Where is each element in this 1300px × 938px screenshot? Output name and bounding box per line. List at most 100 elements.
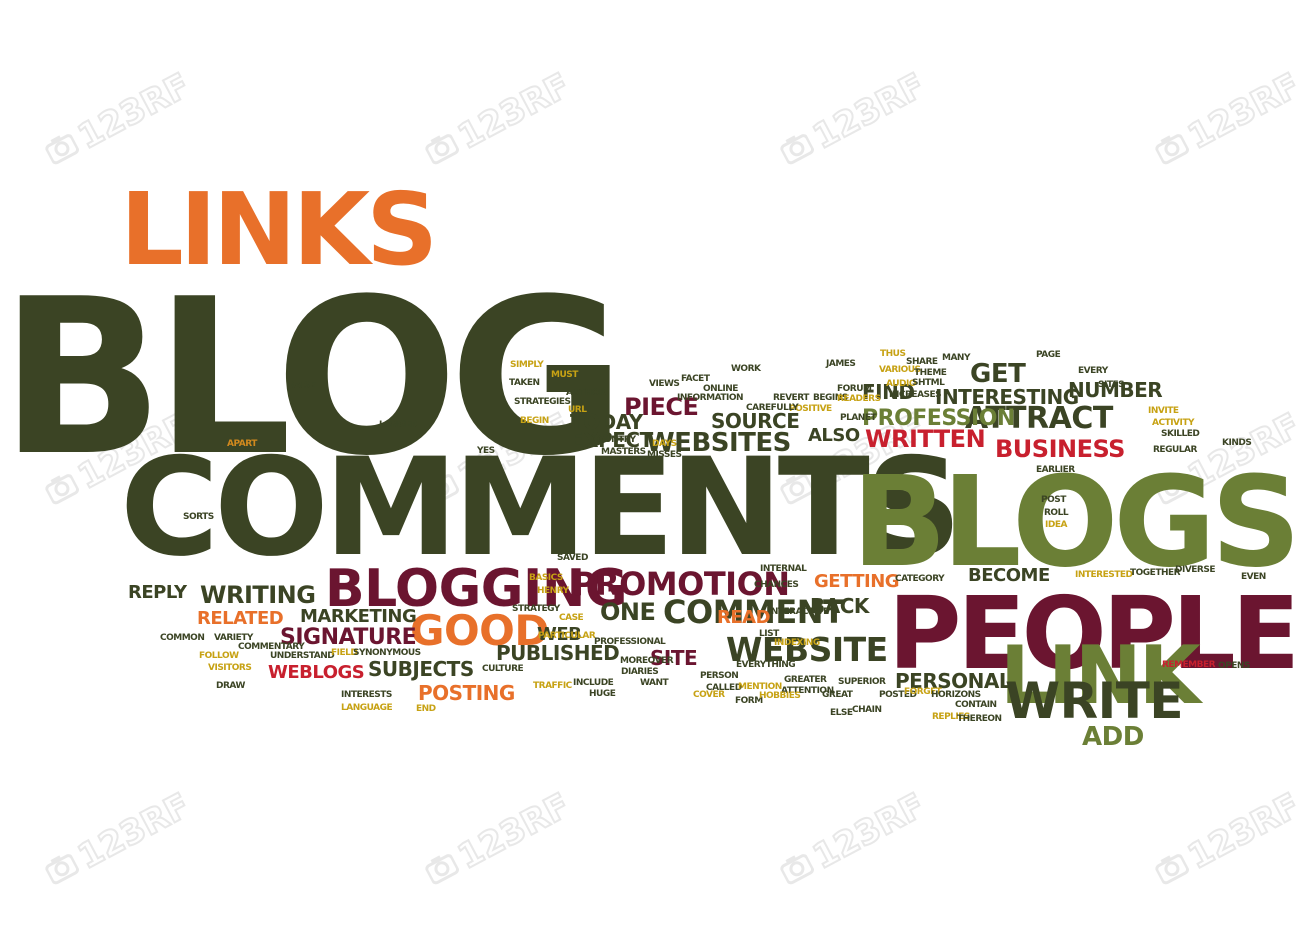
word-page: PAGE (1036, 350, 1061, 360)
word-online: ONLINE (703, 384, 738, 394)
word-indexing: INDEXING (774, 638, 820, 648)
word-form: FORM (735, 696, 763, 706)
camera-icon (420, 125, 465, 174)
word-days: DAYS (652, 439, 677, 449)
word-also: ALSO (808, 425, 860, 446)
word-case: CASE (559, 613, 584, 623)
word-mention: MENTION (738, 682, 782, 692)
word-roll: ROLL (1044, 508, 1069, 518)
word-replies: REPLIES (932, 712, 970, 722)
word-facet: FACET (681, 374, 710, 384)
word-country: COUNTRY (591, 435, 636, 445)
watermark-logo: 123RF (40, 65, 198, 175)
word-regular: REGULAR (1153, 445, 1197, 455)
word-web: WEB (537, 624, 582, 645)
word-shtml: SHTML (912, 378, 945, 388)
word-signature: SIGNATURE (280, 625, 417, 650)
word-together: TOGETHER (1130, 568, 1181, 578)
word-thereon: THEREON (957, 714, 1002, 724)
word-apart: APART (227, 439, 257, 449)
word-horizons: HORIZONS (931, 690, 981, 700)
word-sites: SITES (1098, 380, 1125, 390)
word-become: BECOME (968, 565, 1050, 586)
word-comments: COMMENTS (120, 429, 962, 586)
word-misses: MISSES (647, 450, 682, 460)
word-add: ADD (1082, 722, 1144, 752)
word-various: VARIOUS (879, 365, 921, 375)
word-activity: ACTIVITY (1152, 418, 1195, 428)
word-huge: HUGE (589, 689, 616, 699)
watermark-logo: 123RF (775, 65, 933, 175)
watermark-logo: 123RF (1150, 405, 1300, 515)
word-even: EVEN (1241, 572, 1266, 582)
word-great: GREAT (822, 690, 853, 700)
word-forget: FORGET (904, 687, 942, 697)
word-find: FIND (862, 380, 915, 404)
word-particular: PARTICULAR (538, 631, 596, 641)
word-information: INFORMATION (677, 393, 744, 403)
word-kinds: KINDS (1222, 438, 1252, 448)
word-read: READ (717, 607, 771, 628)
word-field: FIELD (331, 648, 358, 658)
word-interests: INTERESTS (341, 690, 392, 700)
word-synonymous: SYNONYMOUS (353, 648, 421, 658)
word-professional: PROFESSIONAL (594, 637, 666, 647)
camera-icon (1150, 845, 1195, 894)
word-url: URL (568, 405, 587, 415)
word-source: SOURCE (711, 409, 800, 433)
word-list: LIST (759, 629, 779, 639)
word-expect: EXPECT (570, 428, 653, 452)
word-else: ELSE (830, 708, 853, 718)
watermark-logo: 123RF (775, 785, 933, 895)
word-reply: REPLY (128, 582, 187, 603)
word-diverse: DIVERSE (1175, 565, 1216, 575)
word-traffic: TRAFFIC (533, 681, 572, 691)
word-strategies: STRATEGIES (514, 397, 571, 407)
camera-icon (40, 125, 85, 174)
word-yes: YES (477, 446, 495, 456)
word-posting: POSTING (418, 681, 515, 705)
word-basics: BASICS (529, 573, 563, 583)
word-invite: INVITE (1148, 406, 1179, 416)
word-chain: CHAIN (852, 705, 882, 715)
word-idea: IDEA (1045, 520, 1067, 530)
word-internal: INTERNAL (760, 564, 807, 574)
word-carefully: CAREFULLY (746, 403, 799, 413)
word-positive: POSITIVE (789, 404, 832, 414)
word-forum: FORUM (837, 384, 872, 394)
word-draw: DRAW (216, 681, 245, 691)
word-attention: ATTENTION (781, 686, 834, 696)
watermark-logo: 123RF (775, 405, 933, 515)
watermark-logo: 123RF (40, 405, 198, 515)
word-number: NUMBER (1068, 378, 1163, 402)
word-thus: THUS (880, 349, 906, 359)
word-want: WANT (640, 678, 669, 688)
word-everything: EVERYTHING (736, 660, 796, 670)
word-revert: REVERT (773, 393, 809, 403)
word-strategy: STRATEGY (512, 604, 560, 614)
word-theme: THEME (914, 368, 947, 378)
word-get: GET (970, 359, 1026, 389)
word-good: GOOD (410, 606, 549, 655)
word-hobbies: HOBBIES (759, 691, 801, 701)
word-readers: READERS (837, 394, 881, 404)
camera-icon (420, 465, 465, 514)
word-diaries: DIARIES (621, 667, 659, 677)
watermark-logo: 123RF (420, 405, 578, 515)
word-follow: FOLLOW (199, 651, 239, 661)
word-longer: LONGER (379, 420, 418, 430)
word-marketing: MARKETING (300, 606, 417, 627)
word-must: MUST (551, 370, 578, 380)
word-begins: BEGINS (813, 393, 848, 403)
word-called: CALLED (706, 683, 742, 693)
word-writing: WRITING (200, 581, 316, 609)
word-understand: UNDERSTAND (270, 651, 335, 661)
camera-icon (775, 465, 820, 514)
word-category: CATEGORY (895, 574, 945, 584)
word-post: POST (1041, 495, 1066, 505)
word-culture: CULTURE (482, 664, 524, 674)
word-person: PERSON (700, 671, 739, 681)
word-related: RELATED (197, 608, 284, 629)
word-blogging: BLOGGING (325, 559, 628, 619)
